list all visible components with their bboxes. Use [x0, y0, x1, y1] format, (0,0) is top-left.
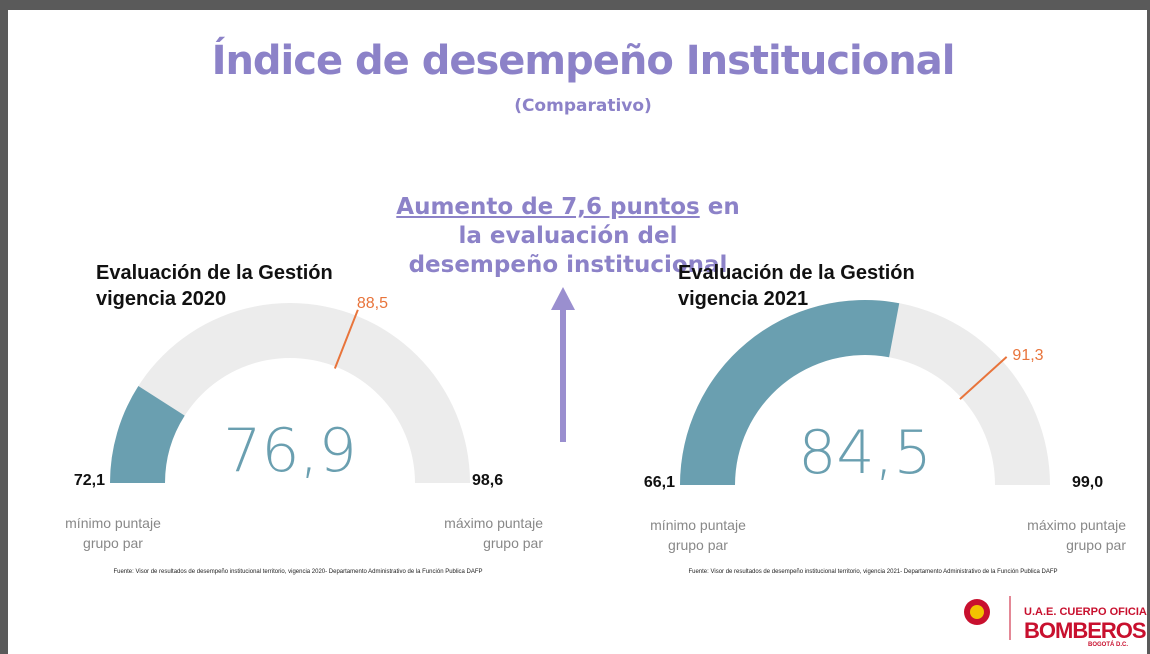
gauge-value: 84,5 — [798, 418, 932, 488]
annotation: Aumento de 7,6 puntos en la evaluación d… — [388, 193, 748, 280]
logo-line2: BOMBEROS — [1024, 618, 1147, 643]
subtitle: (Comparativo) — [514, 96, 652, 116]
logo-line3: BOGOTÁ D.C. — [1088, 642, 1128, 648]
min-label: 66,1 — [644, 474, 675, 491]
gauge-fill — [110, 386, 185, 483]
gauge-title: Evaluación de la Gestión vigencia 2021 — [678, 262, 915, 310]
max-label: 98,6 — [472, 472, 503, 489]
logo-emblem-inner — [970, 605, 984, 619]
gauge-value: 76,9 — [223, 416, 357, 486]
max-caption: máximo puntaje grupo par — [1027, 517, 1126, 553]
main-title: Índice de desempeño Institucional — [211, 38, 956, 84]
gauge-title: Evaluación de la Gestión vigencia 2020 — [96, 262, 333, 310]
min-caption: mínimo puntaje grupo par — [650, 517, 746, 553]
reference-line — [959, 356, 1008, 400]
gauge-fill — [680, 300, 900, 485]
gauge-track — [110, 303, 470, 483]
source: Fuente: Visor de resultados de desempeño… — [113, 569, 483, 575]
reference-label: 91,3 — [1012, 347, 1043, 364]
reference-label: 88,5 — [357, 295, 388, 312]
min-label: 72,1 — [74, 472, 105, 489]
arrow-head — [551, 287, 575, 310]
annotation-highlight: Aumento de 7,6 puntos — [396, 194, 700, 220]
source: Fuente: Visor de resultados de desempeño… — [688, 569, 1058, 575]
min-caption: mínimo puntaje grupo par — [65, 515, 161, 551]
annotation-text: en la evaluación del desempeño instituci… — [408, 194, 740, 278]
reference-line — [333, 309, 359, 369]
max-caption: máximo puntaje grupo par — [444, 515, 543, 551]
max-label: 99,0 — [1072, 474, 1103, 491]
logo-line1: U.A.E. CUERPO OFICIAL — [1024, 606, 1150, 618]
